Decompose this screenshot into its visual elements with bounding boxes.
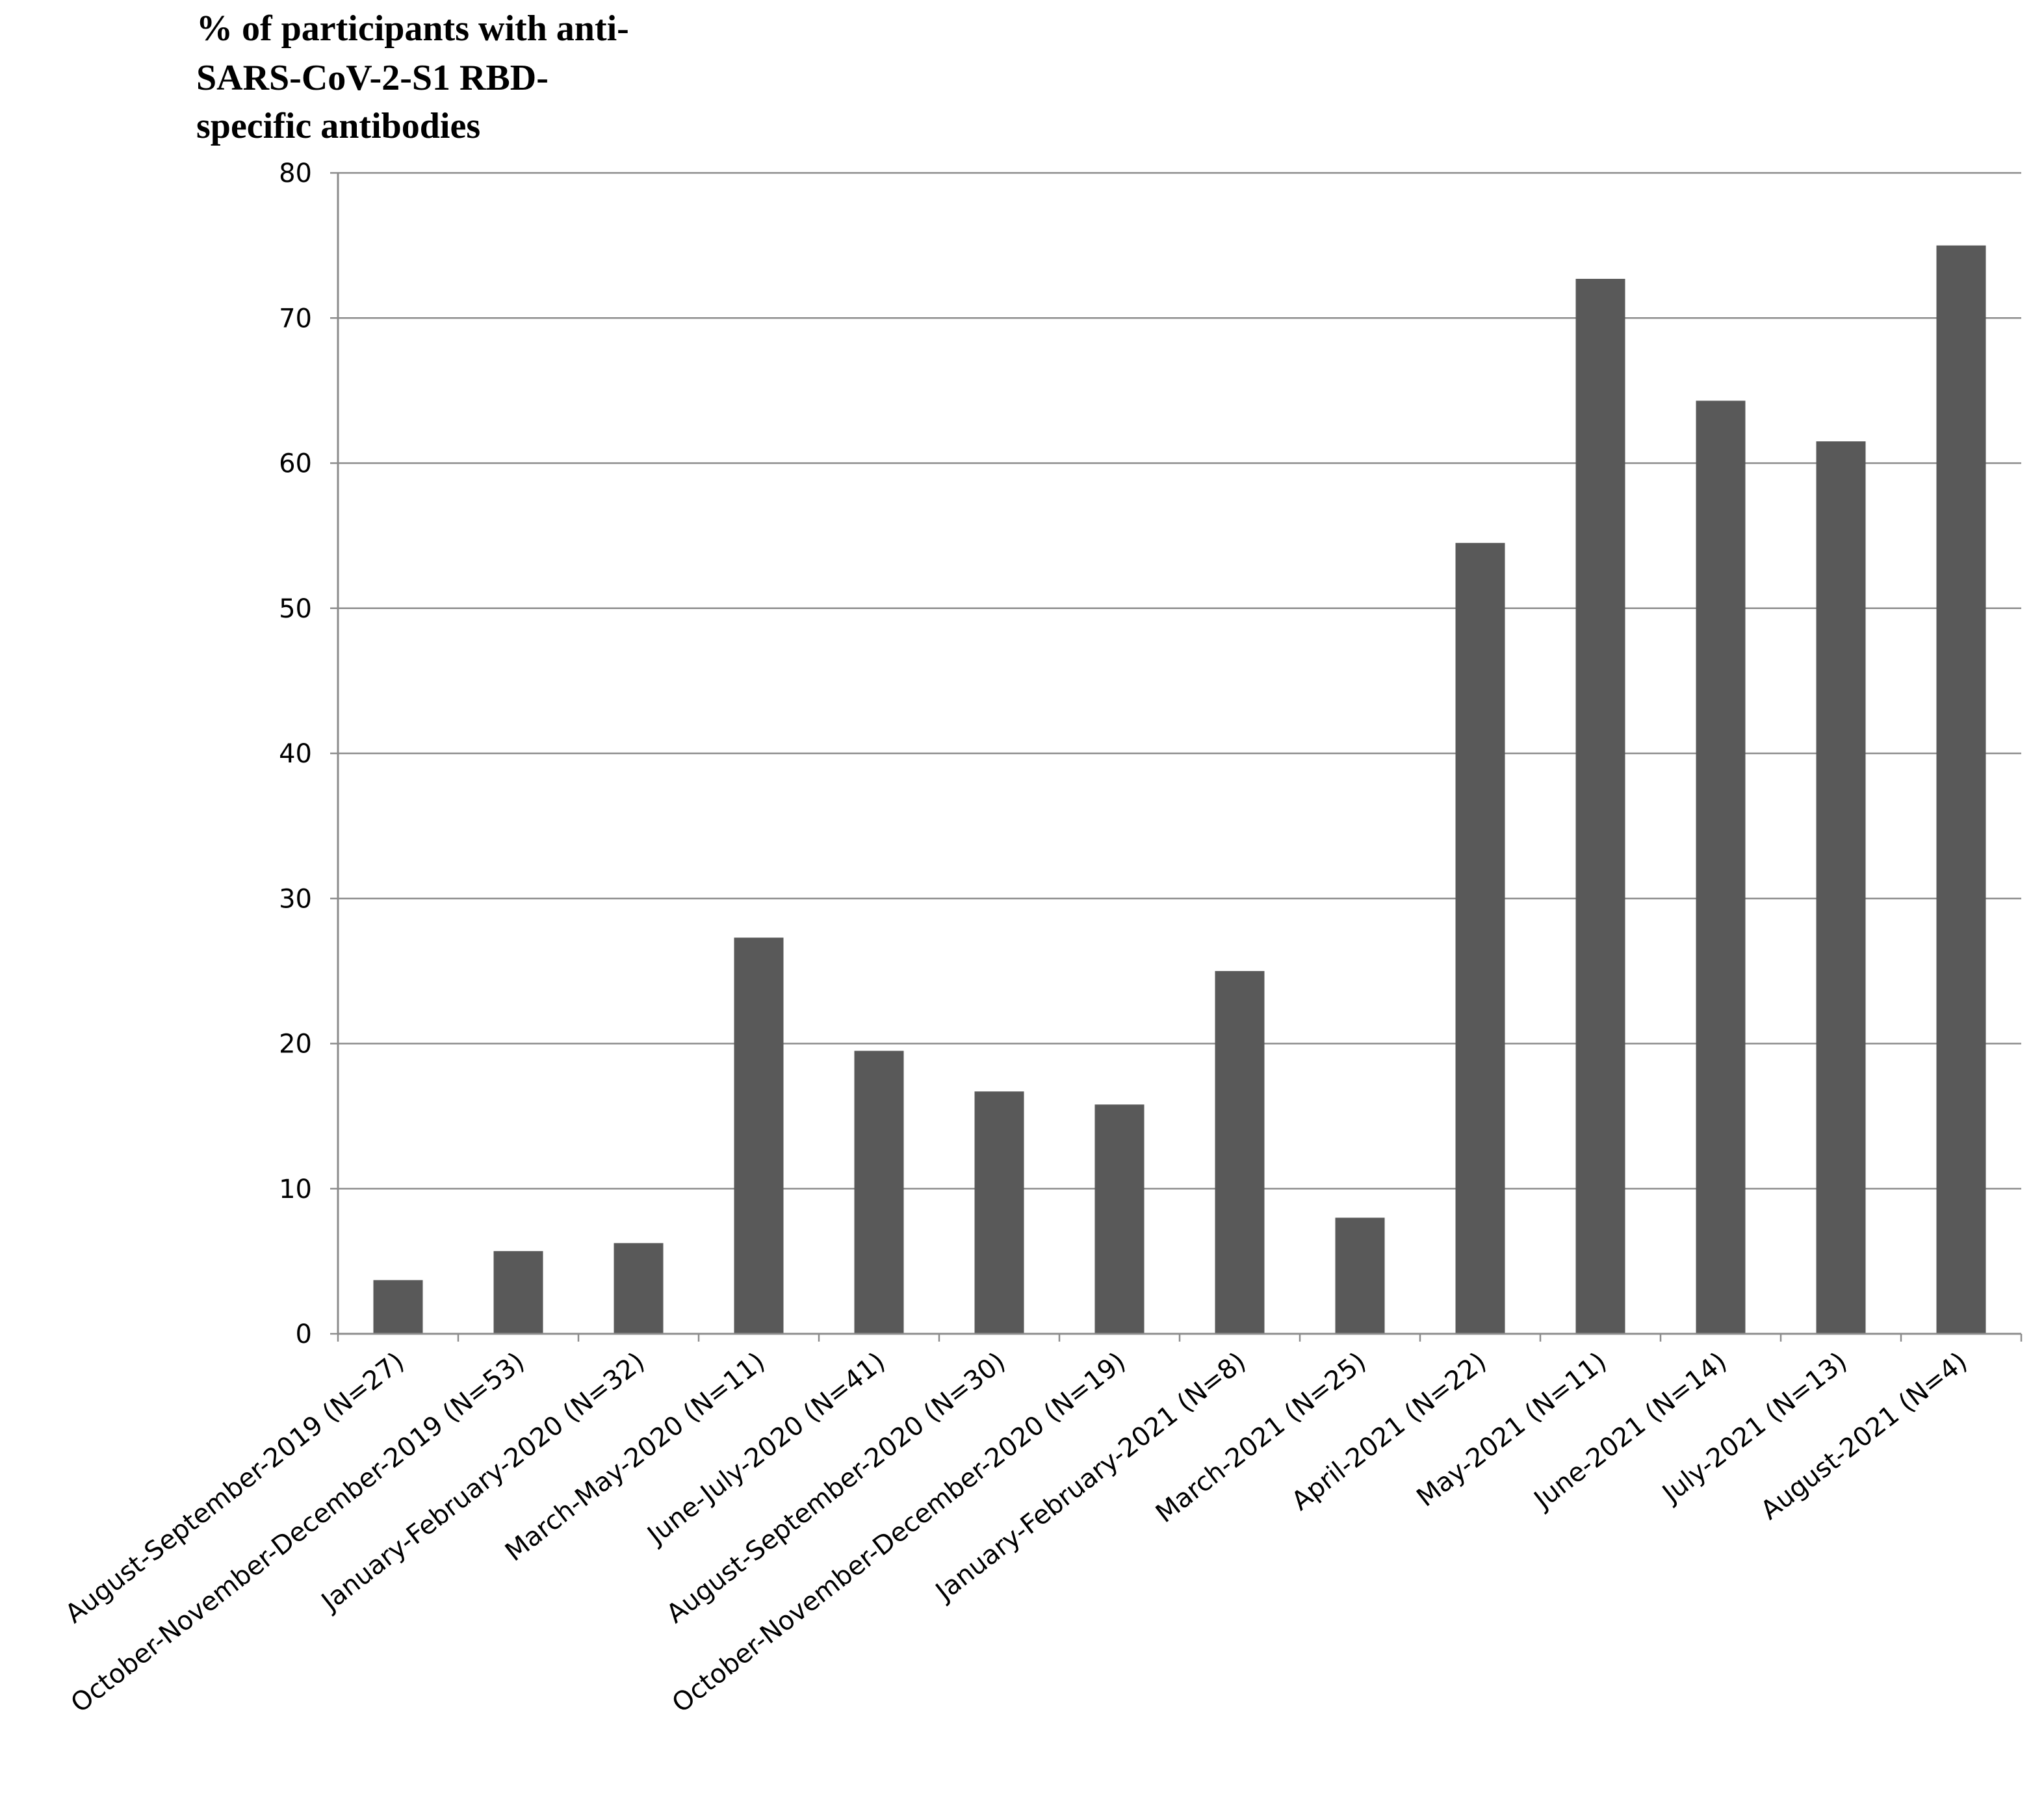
bar	[1816, 441, 1866, 1334]
bar	[1936, 245, 1986, 1334]
x-tick-label: October-November-December-2019 (N=53)	[66, 1347, 530, 1719]
y-tick-label: 60	[279, 449, 312, 479]
x-tick-label: August-2021 (N=4)	[1755, 1347, 1973, 1526]
y-axis-title: % of participants with anti- SARS-CoV-2-…	[196, 8, 629, 146]
bar	[1696, 400, 1746, 1334]
x-tick-label: March-2021 (N=25)	[1150, 1347, 1372, 1529]
x-tick-labels: August-September-2019 (N=27)October-Nove…	[60, 1347, 1973, 1719]
bar	[1215, 970, 1265, 1334]
y-tick-label: 20	[279, 1030, 312, 1060]
bar	[493, 1251, 543, 1334]
bar	[1335, 1217, 1385, 1334]
axes	[330, 172, 2023, 1342]
y-axis-title-line: % of participants with anti-	[196, 8, 629, 49]
bar	[1455, 543, 1505, 1334]
y-axis-title-line: SARS-CoV-2-S1 RBD-	[196, 58, 549, 98]
y-tick-label: 50	[279, 594, 312, 624]
y-tick-label: 0	[296, 1320, 312, 1349]
x-tick-label: April-2021 (N=22)	[1286, 1347, 1492, 1517]
x-tick-label: June-July-2020 (N=41)	[641, 1347, 891, 1552]
x-tick-label: October-November-December-2020 (N=19)	[667, 1347, 1132, 1719]
bar	[734, 937, 784, 1334]
y-tick-label: 70	[279, 304, 312, 333]
gridlines	[338, 172, 2021, 1190]
bar	[854, 1050, 904, 1334]
y-tick-label: 80	[279, 159, 312, 188]
y-tick-label: 40	[279, 739, 312, 769]
y-tick-label: 30	[279, 884, 312, 914]
bar	[614, 1243, 664, 1334]
bar	[974, 1091, 1024, 1334]
bars	[373, 245, 1986, 1334]
x-tick-label: June-2021 (N=14)	[1527, 1347, 1733, 1516]
y-tick-label: 10	[279, 1175, 312, 1204]
y-axis-title-line: specific antibodies	[196, 106, 480, 146]
y-tick-labels: 0 10 20 30 40 50 60 70 80	[279, 159, 312, 1349]
bar	[1575, 278, 1625, 1334]
bar	[373, 1280, 423, 1334]
bar	[1094, 1104, 1145, 1334]
